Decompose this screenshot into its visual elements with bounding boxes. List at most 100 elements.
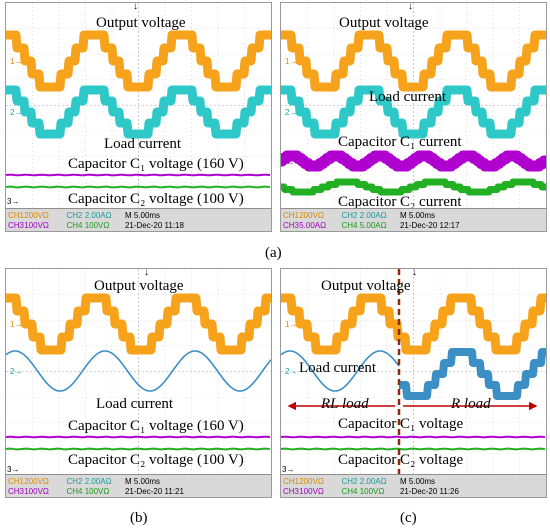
ch2-name: CH2: [341, 477, 358, 486]
ch1-output-voltage-trace: [281, 293, 546, 355]
ch4-scale: 100VΩ: [84, 221, 110, 230]
ch4-capacitor-c2-voltage-trace: [6, 185, 271, 189]
ch4-name: CH4: [66, 487, 83, 496]
label-output-voltage: Output voltage: [96, 15, 186, 31]
ch2-name: CH2: [66, 211, 83, 220]
ch2-scale: 2.00AΩ: [84, 211, 112, 220]
scope-panel-b: ↓ 1→ 2→ 3→ Output voltage Load current C…: [5, 268, 272, 498]
ch3-marker: 3→: [7, 197, 20, 206]
scope-status-bar: CH1 200VΩ CH2 2.00AΩ M 5.00ms CH3 100VΩ …: [6, 474, 271, 497]
timestamp: 21-Dec-20 12:17: [399, 221, 460, 230]
ch3-scale: 100VΩ: [24, 221, 49, 230]
ch1-output-voltage-trace: [6, 293, 271, 355]
ch2-marker: 2→: [10, 108, 23, 117]
ch1-scale: 200VΩ: [299, 211, 324, 220]
scope-status-bar: CH1 200VΩ CH2 2.00AΩ M 5.00ms CH3 100VΩ …: [6, 208, 271, 231]
ch1-output-voltage-trace: [6, 30, 271, 92]
waveform-area: ↓ 1→ 2→ 3→ Output voltage Load current C…: [6, 269, 271, 474]
ch4-name: CH4: [66, 221, 83, 230]
ch2-scale: 2.00AΩ: [359, 477, 387, 486]
scope-panel-c: ↓ 1→ 2→ 3→ Output voltage Load current R…: [280, 268, 547, 498]
trigger-marker-icon: ↓: [133, 2, 138, 12]
label-capacitor-c1: Capacitor C₁ voltage (160 V): [68, 156, 244, 172]
timebase: M 5.00ms: [124, 477, 161, 486]
ch4-name: CH4: [341, 487, 358, 496]
ch3-capacitor-c1-voltage-trace: [6, 173, 271, 177]
timebase: M 5.00ms: [399, 211, 436, 220]
ch2-scale: 2.00AΩ: [84, 477, 112, 486]
timestamp: 21-Dec-20 11:26: [399, 487, 459, 496]
caption-b: (b): [130, 510, 148, 526]
trigger-marker-icon: ↓: [144, 268, 149, 278]
ch1-name: CH1: [8, 211, 25, 220]
ch2-name: CH2: [66, 477, 83, 486]
label-capacitor-c2: Capacitor C₂ voltage (100 V): [68, 191, 244, 207]
ch1-scale: 200VΩ: [24, 211, 49, 220]
ch1-name: CH1: [283, 477, 300, 486]
label-output-voltage: Output voltage: [94, 278, 184, 294]
timestamp: 21-Dec-20 11:18: [124, 221, 184, 230]
ch3-name: CH3: [8, 221, 25, 230]
waveform-area: ↓ 1→ 2→ 3→ Output voltage Load current R…: [281, 269, 546, 474]
ch3-marker: 3→: [282, 158, 295, 167]
ch2-marker: 2→: [285, 367, 298, 376]
ch3-scale: 100VΩ: [299, 487, 324, 496]
ch2-marker: 2→: [285, 108, 298, 117]
label-capacitor-c2: Capacitor C₂ voltage (100 V): [68, 452, 244, 468]
ch3-name: CH3: [8, 487, 25, 496]
ch3-marker: 3→: [7, 465, 20, 474]
ch3-name: CH3: [283, 487, 300, 496]
scope-panel-a-current: ↓ 1→ 2→ 3→ 4→ Output voltage Load curren…: [280, 2, 547, 232]
ch2-name: CH2: [341, 211, 358, 220]
label-capacitor-c1: Capacitor C₁ voltage: [338, 416, 464, 432]
ch1-marker: 1→: [285, 57, 298, 66]
ch2-load-current-rl-trace: [281, 350, 400, 392]
caption-a: (a): [265, 245, 282, 261]
ch3-capacitor-c1-voltage-trace: [6, 435, 271, 439]
label-capacitor-c1-current: Capacitor C₁ current: [338, 134, 462, 150]
timebase: M 5.00ms: [399, 477, 436, 486]
ch2-load-current-trace: [6, 85, 271, 139]
ch4-scale: 100VΩ: [359, 487, 385, 496]
timebase: M 5.00ms: [124, 211, 161, 220]
label-load-current: Load current: [299, 360, 377, 376]
label-capacitor-c1: Capacitor C₁ voltage (160 V): [68, 418, 244, 434]
waveform-area: ↓ 1→ 2→ 3→ Output voltage Load current C…: [6, 3, 271, 208]
ch2-load-current-trace: [6, 350, 271, 392]
ch2-scale: 2.00AΩ: [359, 211, 387, 220]
ch3-capacitor-c1-current-trace: [281, 150, 546, 172]
ch3-scale: 5.00AΩ: [299, 221, 327, 230]
waveform-area: ↓ 1→ 2→ 3→ 4→ Output voltage Load curren…: [281, 2, 546, 210]
scope-status-bar: CH1 200VΩ CH2 2.00AΩ M 5.00ms CH3 100VΩ …: [281, 474, 546, 497]
scope-panel-a-voltage: ↓ 1→ 2→ 3→ Output voltage Load current C…: [5, 2, 272, 232]
ch2-load-current-trace: [281, 85, 546, 139]
waveform-svg: [281, 269, 546, 474]
label-r-load: R load: [451, 396, 491, 412]
label-load-current: Load current: [96, 396, 174, 412]
caption-c: (c): [400, 510, 417, 526]
ch1-name: CH1: [283, 211, 300, 220]
ch4-scale: 5.00AΩ: [359, 221, 387, 230]
waveform-svg: [6, 3, 271, 208]
label-output-voltage: Output voltage: [339, 15, 429, 31]
ch4-capacitor-c2-current-trace: [281, 178, 546, 196]
ch1-output-voltage-trace: [281, 30, 546, 92]
ch1-marker: 1→: [10, 57, 23, 66]
ch2-load-current-r-trace: [396, 348, 546, 400]
scope-status-bar: CH1 200VΩ CH2 2.00AΩ M 5.00ms CH3 5.00AΩ…: [281, 208, 546, 231]
label-load-current: Load current: [104, 136, 182, 152]
ch1-marker: 1→: [10, 320, 23, 329]
ch2-marker: 2→: [10, 367, 23, 376]
ch4-name: CH4: [341, 221, 358, 230]
trigger-marker-icon: ↓: [408, 2, 413, 12]
ch4-marker: 4→: [282, 186, 295, 195]
ch1-marker: 1→: [285, 320, 298, 329]
ch3-scale: 100VΩ: [24, 487, 49, 496]
ch3-marker: 3→: [282, 465, 295, 474]
ch1-scale: 200VΩ: [24, 477, 49, 486]
label-load-current: Load current: [369, 89, 447, 105]
ch4-capacitor-c2-voltage-trace: [6, 447, 271, 451]
ch3-name: CH3: [283, 221, 300, 230]
ch1-name: CH1: [8, 477, 25, 486]
label-output-voltage: Output voltage: [321, 278, 411, 294]
